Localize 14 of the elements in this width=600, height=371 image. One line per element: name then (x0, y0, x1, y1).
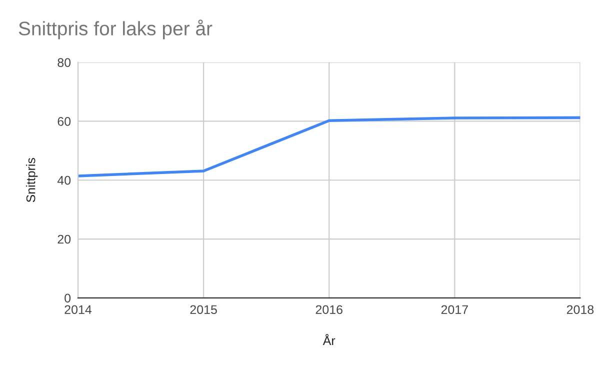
y-axis-title: Snittpris (26, 158, 38, 202)
x-tick-label: 2017 (441, 305, 468, 314)
y-tick-label: 80 (58, 58, 71, 67)
chart-title: Snittpris for laks per år (18, 20, 212, 40)
x-axis-title: År (322, 334, 336, 346)
x-tick-label: 2014 (64, 305, 92, 314)
y-tick-label: 60 (58, 117, 71, 126)
y-tick-label: 20 (58, 234, 71, 244)
x-tick-label: 2016 (316, 305, 342, 314)
line-series (78, 116, 580, 178)
x-tick-label: 2015 (190, 305, 217, 314)
y-tick-label: 40 (57, 176, 71, 185)
x-tick-label: 2018 (566, 305, 594, 314)
y-tick-label: 0 (64, 294, 71, 303)
